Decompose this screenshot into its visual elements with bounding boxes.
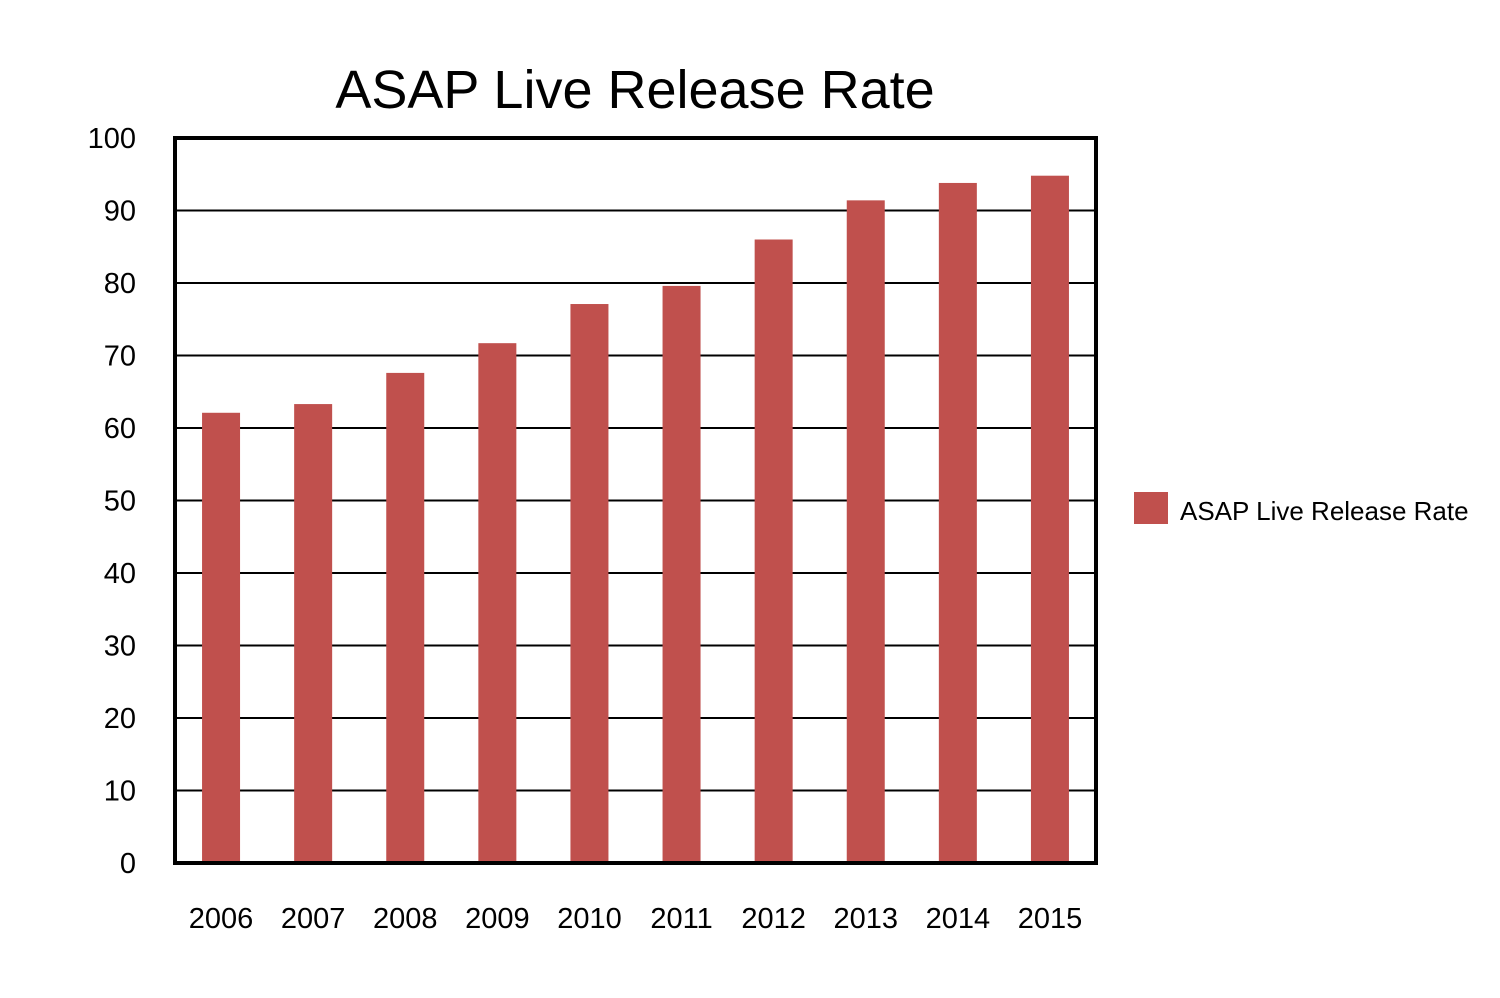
bar — [846, 200, 885, 864]
bar — [294, 404, 333, 863]
legend-swatch — [1134, 492, 1168, 524]
y-tick-label: 70 — [104, 341, 136, 373]
x-tick-label: 2009 — [465, 903, 530, 935]
x-tick-label: 2013 — [833, 903, 898, 935]
bar — [202, 412, 241, 863]
legend-label: ASAP Live Release Rate — [1180, 496, 1469, 526]
y-tick-label: 40 — [104, 558, 136, 590]
y-tick-label: 20 — [104, 703, 136, 735]
chart-title: ASAP Live Release Rate — [335, 60, 934, 120]
bar — [478, 343, 517, 863]
y-tick-label: 30 — [104, 631, 136, 663]
x-tick-label: 2008 — [373, 903, 438, 935]
plot-frame — [173, 136, 1098, 865]
x-tick-label: 2014 — [926, 903, 991, 935]
bar — [570, 304, 609, 863]
y-tick-label: 0 — [120, 848, 136, 880]
y-tick-label: 80 — [104, 268, 136, 300]
legend: ASAP Live Release Rate — [1134, 492, 1469, 526]
bar — [662, 285, 701, 863]
bar — [386, 372, 425, 863]
y-tick-label: 90 — [104, 196, 136, 228]
y-tick-label: 60 — [104, 413, 136, 445]
x-tick-label: 2010 — [557, 903, 622, 935]
bars — [202, 175, 1069, 864]
x-tick-label: 2015 — [1018, 903, 1083, 935]
y-tick-label: 10 — [104, 776, 136, 808]
bar — [938, 182, 977, 863]
y-tick-label: 100 — [88, 123, 136, 155]
x-tick-label: 2011 — [650, 903, 712, 935]
y-axis-ticks: 0 10 20 30 40 50 60 70 80 90 100 — [88, 123, 136, 880]
y-tick-label: 50 — [104, 486, 136, 518]
bar — [1030, 175, 1069, 863]
bar — [754, 239, 793, 863]
x-tick-label: 2006 — [189, 903, 254, 935]
x-tick-label: 2007 — [281, 903, 346, 935]
x-tick-label: 2012 — [741, 903, 806, 935]
x-axis-ticks: 2006 2007 2008 2009 2010 2011 2012 2013 2014 2015 — [189, 903, 1082, 935]
